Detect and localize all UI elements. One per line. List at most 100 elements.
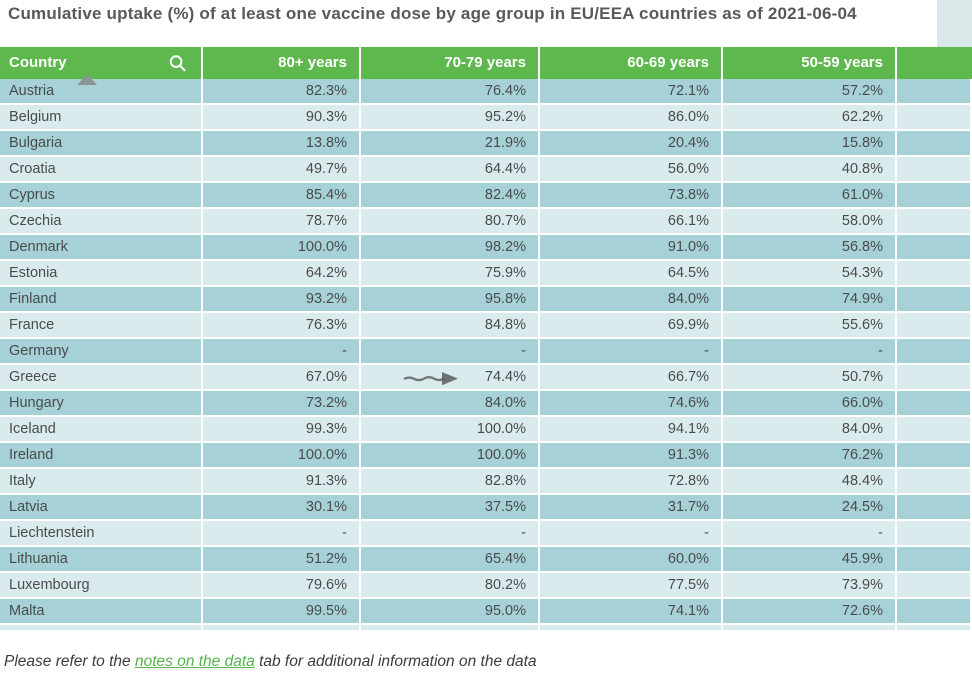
empty-cell: [897, 313, 972, 339]
empty-cell: [897, 261, 972, 287]
value-cell: 85.4%: [203, 183, 361, 209]
sliver-cell: [203, 625, 361, 630]
sliver-cell: [897, 625, 972, 630]
table-row: Lithuania 51.2% 65.4% 60.0% 45.9%: [0, 547, 972, 573]
table-row: Croatia 49.7% 64.4% 56.0% 40.8%: [0, 157, 972, 183]
footer-prefix: Please refer to the: [4, 653, 135, 670]
value-cell: 80.2%: [361, 573, 540, 599]
annotation-arrow-icon: [403, 372, 458, 386]
value-cell: 37.5%: [361, 495, 540, 521]
value-cell: 84.8%: [361, 313, 540, 339]
country-cell: Latvia: [0, 495, 203, 521]
value-cell: 93.2%: [203, 287, 361, 313]
value-cell: 20.4%: [540, 131, 723, 157]
country-cell: Belgium: [0, 105, 203, 131]
value-cell: 100.0%: [361, 417, 540, 443]
value-cell: 95.8%: [361, 287, 540, 313]
empty-cell: [897, 79, 972, 105]
country-cell: Ireland: [0, 443, 203, 469]
table-row: Hungary 73.2% 84.0% 74.6% 66.0%: [0, 391, 972, 417]
table-row: Austria 82.3% 76.4% 72.1% 57.2%: [0, 79, 972, 105]
table-row: Denmark 100.0% 98.2% 91.0% 56.8%: [0, 235, 972, 261]
empty-cell: [897, 417, 972, 443]
column-header-50-59[interactable]: 50-59 years: [723, 47, 897, 79]
value-cell: -: [540, 521, 723, 547]
value-cell: 24.5%: [723, 495, 897, 521]
value-cell: 74.1%: [540, 599, 723, 625]
table-row: Czechia 78.7% 80.7% 66.1% 58.0%: [0, 209, 972, 235]
value-cell: 61.0%: [723, 183, 897, 209]
value-cell: 15.8%: [723, 131, 897, 157]
empty-cell: [897, 547, 972, 573]
value-cell: 90.3%: [203, 105, 361, 131]
country-cell: France: [0, 313, 203, 339]
column-header-80plus[interactable]: 80+ years: [203, 47, 361, 79]
search-icon[interactable]: [168, 54, 187, 73]
country-cell: Luxembourg: [0, 573, 203, 599]
value-cell: 82.8%: [361, 469, 540, 495]
value-cell: 75.9%: [361, 261, 540, 287]
column-header-country[interactable]: Country: [0, 47, 203, 79]
value-cell: 72.6%: [723, 599, 897, 625]
value-cell: 99.5%: [203, 599, 361, 625]
value-cell: 76.3%: [203, 313, 361, 339]
table-row: Bulgaria 13.8% 21.9% 20.4% 15.8%: [0, 131, 972, 157]
country-cell: Cyprus: [0, 183, 203, 209]
table-row: Iceland 99.3% 100.0% 94.1% 84.0%: [0, 417, 972, 443]
column-header-empty: [897, 47, 972, 79]
value-cell: 73.2%: [203, 391, 361, 417]
value-cell: 94.1%: [540, 417, 723, 443]
value-cell: -: [723, 339, 897, 365]
value-cell: 30.1%: [203, 495, 361, 521]
value-cell: 50.7%: [723, 365, 897, 391]
table-row: Greece 67.0% 74.4% 66.7% 50.7%: [0, 365, 972, 391]
table-row: Ireland 100.0% 100.0% 91.3% 76.2%: [0, 443, 972, 469]
column-header-60-69[interactable]: 60-69 years: [540, 47, 723, 79]
value-cell: 80.7%: [361, 209, 540, 235]
empty-cell: [897, 157, 972, 183]
country-cell: Hungary: [0, 391, 203, 417]
notes-on-the-data-link[interactable]: notes on the data: [134, 653, 255, 670]
value-cell: 67.0%: [203, 365, 361, 391]
value-cell: 82.3%: [203, 79, 361, 105]
value-cell: 62.2%: [723, 105, 897, 131]
footer-note: Please refer to the notes on the data ta…: [4, 653, 537, 671]
footer-suffix: tab for additional information on the da…: [254, 653, 537, 670]
value-cell: 100.0%: [203, 235, 361, 261]
table-row: Finland 93.2% 95.8% 84.0% 74.9%: [0, 287, 972, 313]
country-cell: Austria: [0, 79, 203, 105]
country-cell: Italy: [0, 469, 203, 495]
empty-cell: [897, 365, 972, 391]
country-cell: Denmark: [0, 235, 203, 261]
value-cell: 76.4%: [361, 79, 540, 105]
table-row: Liechtenstein - - - -: [0, 521, 972, 547]
value-cell: 100.0%: [361, 443, 540, 469]
table-body: Austria 82.3% 76.4% 72.1% 57.2% Belgium 90.3% 9…: [0, 79, 972, 625]
value-cell: 13.8%: [203, 131, 361, 157]
value-cell: 95.0%: [361, 599, 540, 625]
empty-cell: [897, 391, 972, 417]
value-cell: 60.0%: [540, 547, 723, 573]
value-cell: 84.0%: [361, 391, 540, 417]
sliver-cell: [361, 625, 540, 630]
column-header-70-79[interactable]: 70-79 years: [361, 47, 540, 79]
value-cell: 57.2%: [723, 79, 897, 105]
value-cell: 65.4%: [361, 547, 540, 573]
value-cell: 56.8%: [723, 235, 897, 261]
country-cell: Iceland: [0, 417, 203, 443]
empty-cell: [897, 131, 972, 157]
empty-cell: [897, 105, 972, 131]
value-cell: -: [203, 339, 361, 365]
value-cell: 64.2%: [203, 261, 361, 287]
value-cell: 56.0%: [540, 157, 723, 183]
value-cell: 74.6%: [540, 391, 723, 417]
value-cell: -: [540, 339, 723, 365]
value-cell: 91.3%: [203, 469, 361, 495]
value-cell: 48.4%: [723, 469, 897, 495]
page-title: Cumulative uptake (%) of at least one va…: [8, 4, 857, 23]
country-cell: Greece: [0, 365, 203, 391]
country-cell: Lithuania: [0, 547, 203, 573]
country-cell: Estonia: [0, 261, 203, 287]
empty-cell: [897, 495, 972, 521]
value-cell: -: [203, 521, 361, 547]
